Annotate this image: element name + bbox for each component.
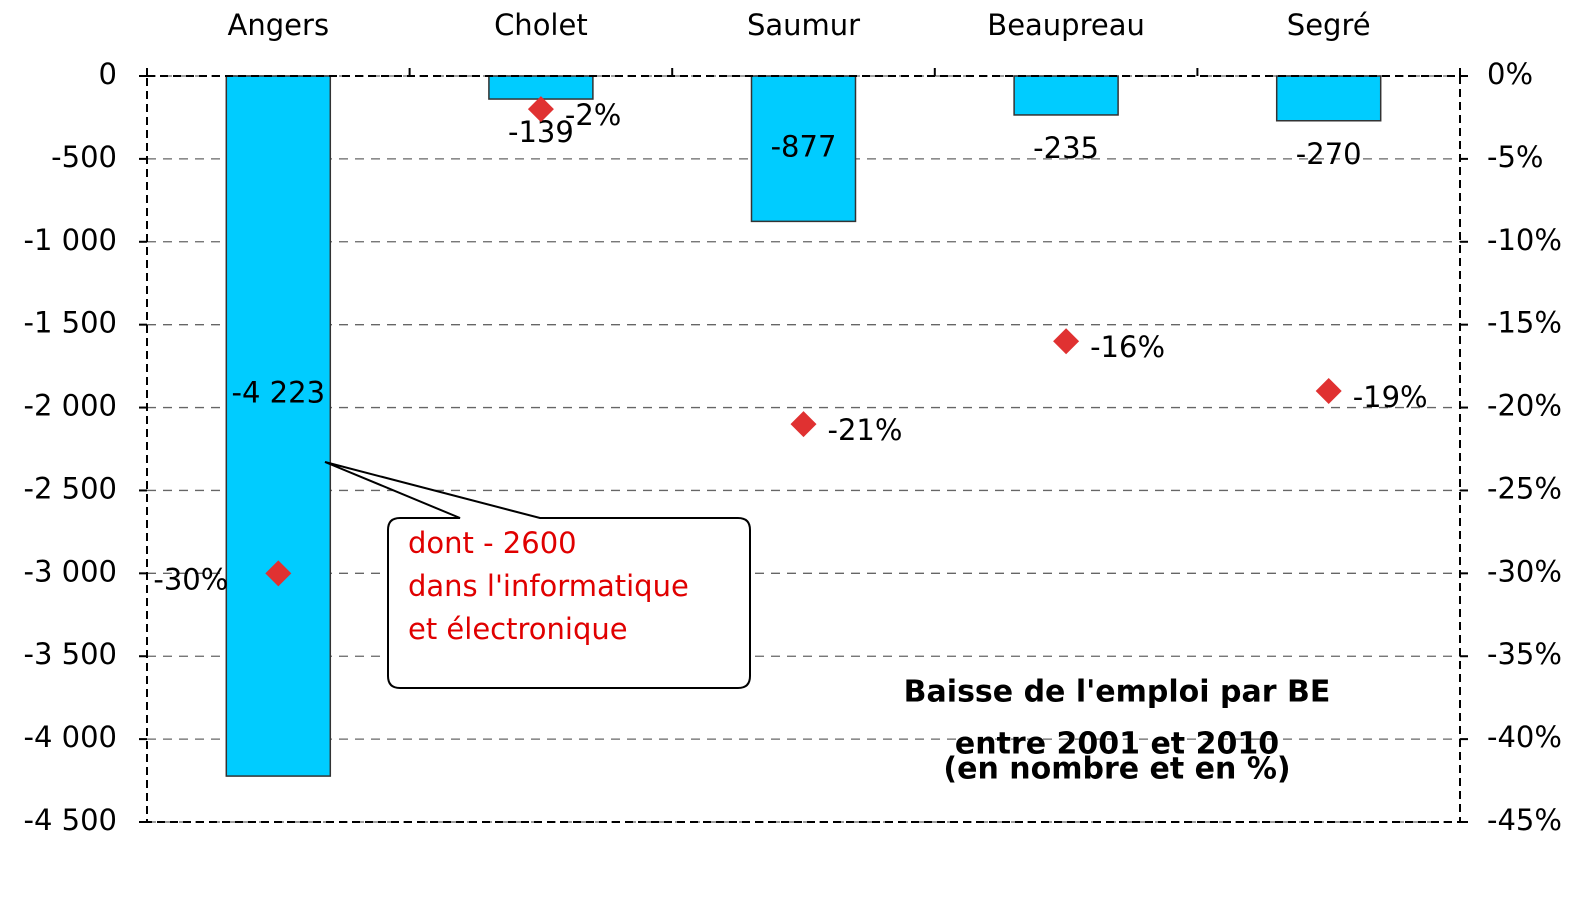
y2-tick-label: -25%: [1487, 471, 1562, 505]
y2-tick-label: -35%: [1487, 637, 1562, 671]
chart-title: (en nombre et en %): [943, 752, 1290, 787]
y-tick-label: -3 500: [24, 637, 118, 671]
bar: [225, 75, 332, 777]
y-tick-label: -2 000: [24, 389, 118, 423]
data-label: -16%: [1090, 330, 1165, 364]
y-tick-label: -3 000: [24, 554, 118, 588]
bar: [1013, 75, 1119, 116]
bar: [488, 75, 594, 100]
y2-tick-label: 0%: [1487, 57, 1533, 91]
x-tick-label: Angers: [228, 8, 330, 42]
marker: [265, 560, 292, 587]
callout-text: dont - 2600: [408, 526, 577, 560]
callout: dont - 2600 dans l'informatique et élect…: [324, 461, 751, 689]
x-tick-label: Beaupreau: [987, 8, 1145, 42]
callout-box: [324, 461, 751, 689]
x-tick-label: Saumur: [747, 8, 860, 42]
x-tick-label: Cholet: [494, 8, 588, 42]
callout-text: dans l'informatique: [408, 569, 689, 603]
y-tick-label: -2 500: [24, 471, 118, 505]
plot-border: [146, 75, 1461, 823]
y-tick-label: 0: [99, 57, 117, 91]
marker: [527, 96, 554, 123]
y2-tick-label: -20%: [1487, 389, 1562, 423]
marker: [1053, 328, 1080, 355]
x-tick-label: Segré: [1287, 8, 1371, 42]
y2-tick-label: -5%: [1487, 140, 1543, 174]
marker: [790, 411, 817, 438]
bars: [225, 75, 1382, 777]
chart-title: entre 2001 et 2010: [955, 727, 1279, 762]
bar: [1275, 75, 1382, 122]
y-tick-label: -500: [51, 140, 117, 174]
data-label: -30%: [153, 562, 228, 596]
y-tick-label: -1 000: [24, 223, 118, 257]
y-tick-label: -4 000: [24, 720, 118, 754]
bar: [750, 75, 857, 223]
data-label: -21%: [828, 413, 903, 447]
y2-tick-label: -15%: [1487, 306, 1562, 340]
grid: [147, 75, 1460, 823]
y2-tick-label: -10%: [1487, 223, 1562, 257]
callout-text: et électronique: [408, 612, 628, 646]
data-label: -2%: [565, 98, 621, 132]
data-label: -4 223: [232, 376, 326, 410]
y2-tick-label: -45%: [1487, 803, 1562, 837]
y-tick-label: -1 500: [24, 306, 118, 340]
chart-title: Baisse de l'emploi par BE: [904, 675, 1331, 710]
y-tick-label: -4 500: [24, 803, 118, 837]
data-label: -877: [771, 130, 837, 164]
marker: [1315, 377, 1342, 404]
y2-tick-label: -40%: [1487, 720, 1562, 754]
data-label: -235: [1033, 131, 1099, 165]
data-label: -270: [1296, 137, 1362, 171]
y2-tick-label: -30%: [1487, 554, 1562, 588]
data-label: -19%: [1353, 380, 1428, 414]
